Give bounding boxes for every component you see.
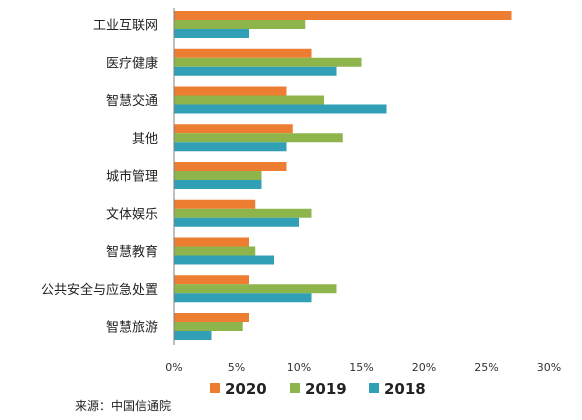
category-label: 城市管理 (106, 169, 158, 185)
bar-2020-2 (174, 86, 287, 96)
category-label: 公共安全与应急处置 (41, 282, 158, 298)
bar-2019-0 (174, 20, 306, 29)
bar-2018-0 (174, 29, 249, 38)
category-label: 智慧旅游 (106, 320, 158, 336)
legend-swatch-2019 (290, 383, 300, 393)
bar-2018-8 (174, 331, 212, 340)
x-tick-label: 25% (474, 361, 498, 374)
x-tick-label: 5% (228, 361, 245, 374)
legend-swatch-2020 (210, 383, 220, 393)
bar-2020-0 (174, 11, 512, 20)
bar-2020-7 (174, 275, 249, 285)
bar-2019-1 (174, 57, 362, 67)
bar-2018-3 (174, 142, 287, 152)
bar-2020-1 (174, 48, 312, 58)
x-tick-label: 20% (412, 361, 436, 374)
category-label: 医疗健康 (106, 55, 158, 71)
source-note: 来源：中国信通院 (75, 398, 171, 413)
category-label: 智慧交通 (106, 93, 158, 109)
legend-swatch-2018 (369, 383, 379, 393)
bar-2019-2 (174, 95, 324, 105)
bar-2018-5 (174, 217, 299, 227)
bar-2020-5 (174, 199, 256, 209)
category-label: 智慧教育 (106, 244, 158, 260)
bar-2019-7 (174, 284, 337, 294)
category-label: 文体娱乐 (106, 207, 158, 222)
bar-2020-3 (174, 124, 293, 134)
bar-2018-7 (174, 293, 312, 303)
bar-2018-6 (174, 255, 274, 265)
category-label: 其他 (132, 132, 158, 147)
bar-2020-4 (174, 162, 287, 171)
x-tick-label: 15% (349, 361, 373, 374)
bar-2019-5 (174, 208, 312, 218)
bar-2020-6 (174, 237, 249, 247)
bar-2018-2 (174, 104, 387, 114)
bar-2019-6 (174, 246, 256, 256)
bars-layer (174, 11, 512, 340)
bar-2019-3 (174, 133, 343, 143)
x-tick-label: 0% (165, 361, 182, 374)
bar-2020-8 (174, 313, 249, 322)
bar-2019-8 (174, 322, 243, 331)
bar-2018-4 (174, 180, 262, 189)
legend-label-2019: 2019 (305, 380, 347, 398)
x-tick-label: 30% (537, 361, 561, 374)
bar-2018-1 (174, 66, 337, 76)
legend: 2020 2019 2018 (210, 380, 426, 398)
legend-label-2020: 2020 (225, 380, 267, 398)
bar-2019-4 (174, 171, 262, 180)
x-axis-ticks: 0% 5% 10% 15% 20% 25% 30% (165, 361, 561, 374)
legend-label-2018: 2018 (384, 380, 426, 398)
category-label: 工业互联网 (93, 19, 158, 34)
x-tick-label: 10% (287, 361, 311, 374)
